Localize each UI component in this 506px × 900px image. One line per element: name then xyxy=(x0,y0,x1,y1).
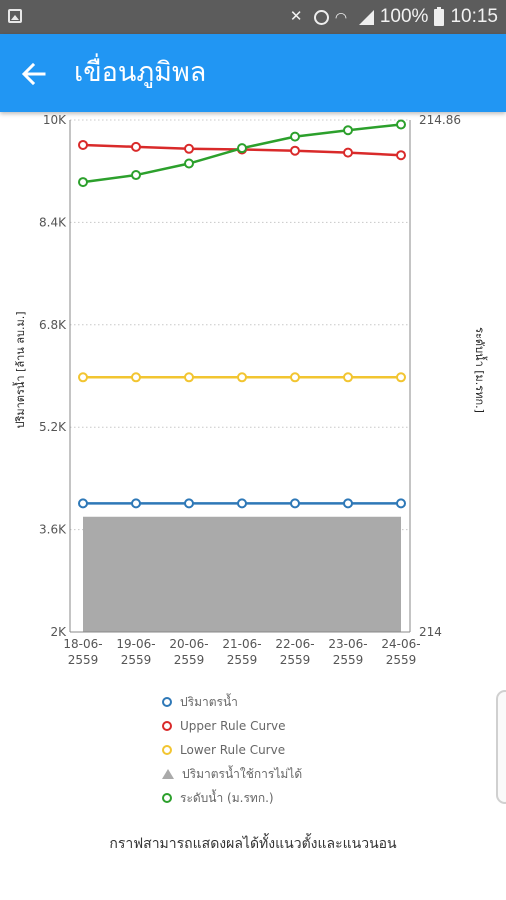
series-point xyxy=(78,139,88,150)
chart-series-layer xyxy=(78,119,406,509)
series-point xyxy=(184,143,194,154)
legend-item[interactable]: ปริมาตรน้ำใช้การไม่ได้ xyxy=(162,762,302,786)
legend-item[interactable]: ปริมาตรน้ำ xyxy=(162,690,302,714)
y-tick-label: 5.2K xyxy=(39,420,67,434)
y-tick-label: 8.4K xyxy=(39,215,67,229)
chart-labels: 2K 3.6K 5.2K 6.8K 8.4K 10K 18-06-2559 19-06-255… xyxy=(12,113,488,667)
legend-label: ปริมาตรน้ำใช้การไม่ได้ xyxy=(182,766,303,781)
legend-item[interactable]: Lower Rule Curve xyxy=(162,738,302,762)
back-button[interactable] xyxy=(14,54,54,94)
series-point xyxy=(131,498,141,509)
y-tick-label: 2K xyxy=(50,625,67,639)
series-point xyxy=(290,131,300,142)
page-title: เขื่อนภูมิพล xyxy=(74,57,207,88)
area-series-icon xyxy=(162,769,174,779)
series-point xyxy=(290,372,300,383)
x-tick-label: 24-06-2559 xyxy=(381,637,420,667)
y2-tick-label: 214.86 xyxy=(419,113,461,127)
series-point xyxy=(343,125,353,136)
series-point xyxy=(290,145,300,156)
chart-caption: กราฟสามารถแสดงผลได้ทั้งแนวตั้งและแนวนอน xyxy=(109,836,397,852)
series-point xyxy=(290,498,300,509)
series-point xyxy=(396,119,406,130)
series-point xyxy=(184,498,194,509)
series-point xyxy=(131,372,141,383)
series-point xyxy=(78,177,88,188)
series-point xyxy=(78,498,88,509)
y2-axis-title: ระดับน้ำ [ม.รทก.] xyxy=(473,327,488,413)
x-tick-label: 23-06-2559 xyxy=(328,637,367,667)
legend-label: ระดับน้ำ (ม.รทก.) xyxy=(180,790,274,805)
circle-marker-icon xyxy=(162,793,172,803)
circle-marker-icon xyxy=(162,745,172,755)
alarm-icon xyxy=(313,9,329,25)
series-point xyxy=(396,150,406,161)
battery-icon xyxy=(434,6,445,26)
area-series-unusable-volume xyxy=(83,516,401,632)
x-tick-label: 18-06-2559 xyxy=(63,637,102,667)
x-tick-label: 20-06-2559 xyxy=(169,637,208,667)
chart: 2K 3.6K 5.2K 6.8K 8.4K 10K 18-06-2559 19-06-255… xyxy=(12,113,488,667)
series-point xyxy=(184,158,194,169)
app-bar: เขื่อนภูมิพล xyxy=(0,34,506,112)
series-point xyxy=(237,372,247,383)
y-axis-title: ปริมาตรน้ำ [ล้าน ลบ.ม.] xyxy=(12,311,27,428)
clock-time: 10:15 xyxy=(450,6,498,27)
series-point xyxy=(343,147,353,158)
mute-icon: ✕ xyxy=(289,8,303,25)
arrow-left-icon xyxy=(21,62,46,86)
chart-grid xyxy=(70,119,410,531)
legend-label: ปริมาตรน้ำ xyxy=(180,694,238,709)
x-tick-label: 19-06-2559 xyxy=(116,637,155,667)
chart-area-layer xyxy=(83,516,401,632)
signal-icon xyxy=(358,9,374,25)
chart-axes xyxy=(69,120,411,633)
status-bar: ✕ ◠ 100% 10:15 xyxy=(0,0,506,34)
status-icons: ✕ ◠ 100% 10:15 xyxy=(290,0,498,34)
x-tick-label: 22-06-2559 xyxy=(275,637,314,667)
series-point xyxy=(131,170,141,181)
series-point xyxy=(343,498,353,509)
wifi-icon: ◠ xyxy=(334,9,348,25)
y-tick-label: 3.6K xyxy=(39,523,67,537)
series-point xyxy=(237,498,247,509)
series-point xyxy=(396,498,406,509)
edge-panel-handle[interactable] xyxy=(496,690,506,804)
circle-marker-icon xyxy=(162,721,172,731)
y2-tick-label: 214 xyxy=(419,625,442,639)
legend-label: Upper Rule Curve xyxy=(180,719,286,733)
series-point xyxy=(78,372,88,383)
series-point xyxy=(396,372,406,383)
y-tick-label: 6.8K xyxy=(39,318,67,332)
x-tick-label: 21-06-2559 xyxy=(222,637,261,667)
series-point xyxy=(343,372,353,383)
circle-marker-icon xyxy=(162,697,172,707)
battery-percent: 100% xyxy=(379,6,429,27)
chart-legend: ปริมาตรน้ำ Upper Rule Curve Lower Rule Cur… xyxy=(162,690,302,810)
series-point xyxy=(237,143,247,154)
series-point xyxy=(184,372,194,383)
series-point xyxy=(131,141,141,152)
y-tick-label: 10K xyxy=(43,113,67,127)
legend-label: Lower Rule Curve xyxy=(180,743,286,757)
legend-item[interactable]: ระดับน้ำ (ม.รทก.) xyxy=(162,786,302,810)
gallery-icon xyxy=(8,9,22,23)
legend-item[interactable]: Upper Rule Curve xyxy=(162,714,302,738)
